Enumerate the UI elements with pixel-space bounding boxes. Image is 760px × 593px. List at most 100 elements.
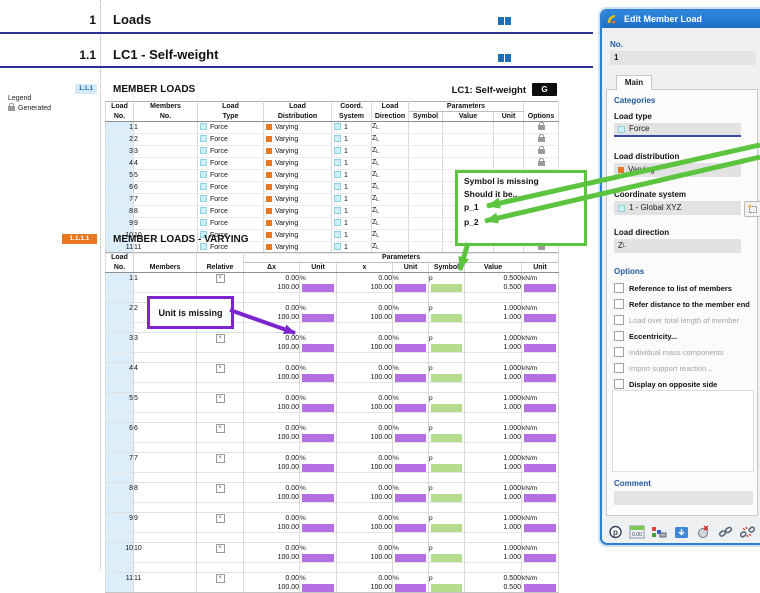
spacer-cell [392, 412, 429, 423]
load-type-field[interactable]: Force [614, 123, 741, 137]
load-distribution-cell: Varying [263, 145, 332, 158]
spacer-cell [428, 412, 465, 423]
load-number-input[interactable]: 1 [610, 51, 756, 65]
column-header: Unit [392, 262, 429, 273]
table-row[interactable]: 1 1 Force Varying 1 ZL [105, 121, 559, 134]
relative-cell[interactable]: × [196, 362, 244, 373]
table1-section-number[interactable]: 1.1.1 [75, 84, 97, 94]
table-row[interactable]: 3 3 × 0.00% 0.00% p 1.000 kN/m [105, 332, 560, 343]
relative-cell[interactable]: × [196, 332, 244, 343]
relative-cell[interactable]: × [196, 422, 244, 433]
unlink-icon[interactable] [738, 524, 756, 539]
coordinate-system-value: 1 - Global XYZ [629, 203, 682, 212]
relative-cell[interactable]: × [196, 542, 244, 553]
checkbox-icon[interactable] [614, 283, 624, 293]
force-icon [200, 231, 207, 238]
spacer-cell [196, 472, 244, 483]
unit-cell [493, 157, 524, 170]
table-row[interactable]: 100.00 100.00 1.000 [105, 373, 560, 383]
table-row[interactable]: 4 4 Force Varying 1 ZL [105, 157, 559, 170]
option-reference-to-list-of-members[interactable]: Reference to list of members [614, 283, 732, 293]
coordinate-system-field[interactable]: 1 - Global XYZ [614, 201, 741, 215]
load-no-cell [105, 523, 134, 533]
legend-generated-label: Generated [18, 105, 52, 112]
checkbox-icon[interactable] [614, 331, 624, 341]
tab-main[interactable]: Main [616, 75, 652, 90]
bubble-p-icon[interactable]: p [606, 524, 624, 539]
load-no-cell: 5 [105, 392, 134, 403]
table-row[interactable]: 6 6 × 0.00% 0.00% p 1.000 kN/m [105, 422, 560, 433]
table2-section-number[interactable]: 1.1.1.1 [62, 234, 97, 244]
option-eccentricity[interactable]: Eccentricity... [614, 331, 677, 341]
comment-input[interactable] [614, 491, 753, 505]
relative-cell[interactable]: × [196, 452, 244, 463]
table-row[interactable]: 100.00 100.00 1.000 [105, 403, 560, 413]
members-cell [133, 523, 197, 533]
display-colors-icon[interactable] [650, 524, 668, 539]
table-row[interactable]: 7 7 × 0.00% 0.00% p 1.000 kN/m [105, 452, 560, 463]
table-row[interactable]: 9 9 × 0.00% 0.00% p 1.000 kN/m [105, 512, 560, 523]
spacer-cell [133, 442, 197, 453]
missing-unit-highlight [524, 343, 557, 352]
force-icon [334, 159, 341, 166]
missing-unit-highlight [302, 463, 334, 472]
table-row[interactable]: 100.00 100.00 0.500 [105, 583, 560, 593]
option-display-on-opposite-side[interactable]: Display on opposite side [614, 379, 717, 389]
table-row[interactable]: 4 4 × 0.00% 0.00% p 1.000 kN/m [105, 362, 560, 373]
relative-cell[interactable]: × [196, 512, 244, 523]
spacer-cell [428, 562, 465, 573]
spacer-cell [299, 352, 337, 363]
calculator-icon[interactable]: 0.00 [628, 524, 646, 539]
table-row[interactable]: 10 10 × 0.00% 0.00% p 1.000 kN/m [105, 542, 560, 553]
relative-cell[interactable]: × [196, 392, 244, 403]
spacer-cell [464, 322, 522, 333]
table-row[interactable]: 1 1 × 0.00% 0.00% p 0.500 kN/m [105, 272, 560, 283]
table-row[interactable]: 100.00 100.00 0.500 [105, 283, 560, 293]
x-unit-cell: % [392, 572, 429, 583]
delete-crossed-icon[interactable] [694, 524, 712, 539]
table-reference-icon[interactable] [498, 54, 511, 62]
spacer-cell [392, 352, 429, 363]
checkbox-icon[interactable] [614, 379, 624, 389]
unit-missing-cell [520, 583, 560, 593]
checkbox-icon [614, 347, 624, 357]
table-row[interactable]: 100.00 100.00 1.000 [105, 343, 560, 353]
missing-unit-highlight [524, 493, 557, 502]
table-row[interactable]: 8 8 × 0.00% 0.00% p 1.000 kN/m [105, 482, 560, 493]
table-row[interactable]: 100.00 100.00 1.000 [105, 523, 560, 533]
load-distribution-field[interactable]: Varying [614, 163, 741, 177]
new-coordinate-system-button[interactable] [744, 201, 760, 217]
checked-checkbox-icon: × [215, 574, 225, 583]
force-icon [334, 183, 341, 190]
load-no-cell: 4 [105, 362, 134, 373]
members-cell: 11 [133, 572, 197, 583]
spacer-cell [196, 442, 244, 453]
coord-system-cell: 1 [331, 217, 372, 230]
checkbox-icon[interactable] [614, 299, 624, 309]
column-header: Δx [243, 262, 300, 273]
import-icon[interactable] [672, 524, 690, 539]
table-row[interactable]: 100.00 100.00 1.000 [105, 463, 560, 473]
table-row[interactable]: 100.00 100.00 1.000 [105, 493, 560, 503]
table-row[interactable]: 100.00 100.00 1.000 [105, 553, 560, 563]
relative-cell[interactable]: × [196, 272, 244, 283]
table-row[interactable]: 3 3 Force Varying 1 ZL [105, 145, 559, 158]
link-icon[interactable] [716, 524, 734, 539]
relative-cell[interactable]: × [196, 482, 244, 493]
table-row[interactable]: 11 11 × 0.00% 0.00% p 0.500 kN/m [105, 572, 560, 583]
dx-cell: 0.00 [243, 422, 300, 433]
option-label: Import support reaction... [629, 363, 713, 373]
spacer-cell [336, 412, 393, 423]
symbol-cell [408, 133, 443, 146]
option-refer-distance-to-the-member-end[interactable]: Refer distance to the member end [614, 299, 750, 309]
table-reference-icon[interactable] [498, 17, 511, 25]
dx-unit-cell: % [299, 452, 337, 463]
dialog-titlebar[interactable]: Edit Member Load [602, 11, 760, 28]
table-row[interactable]: 2 2 Force Varying 1 ZL [105, 133, 559, 146]
symbol-cell: p [428, 302, 465, 313]
table-row[interactable]: 5 5 × 0.00% 0.00% p 1.000 kN/m [105, 392, 560, 403]
table-row[interactable]: 100.00 100.00 1.000 [105, 433, 560, 443]
spacer-cell [520, 352, 560, 363]
relative-cell[interactable]: × [196, 572, 244, 583]
